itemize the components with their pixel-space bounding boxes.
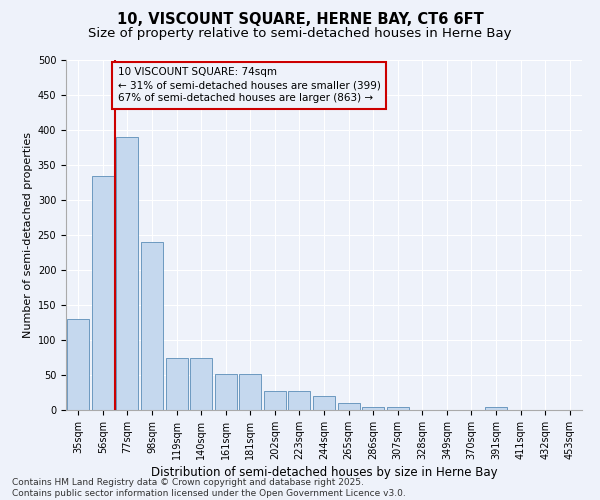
Bar	[485, 407, 507, 410]
Text: Contains HM Land Registry data © Crown copyright and database right 2025.
Contai: Contains HM Land Registry data © Crown c…	[12, 478, 406, 498]
X-axis label: Distribution of semi-detached houses by size in Herne Bay: Distribution of semi-detached houses by …	[151, 466, 497, 479]
Text: 10 VISCOUNT SQUARE: 74sqm
← 31% of semi-detached houses are smaller (399)
67% of: 10 VISCOUNT SQUARE: 74sqm ← 31% of semi-…	[118, 67, 380, 104]
Bar	[116, 137, 139, 410]
Bar	[215, 374, 237, 410]
Text: 10, VISCOUNT SQUARE, HERNE BAY, CT6 6FT: 10, VISCOUNT SQUARE, HERNE BAY, CT6 6FT	[116, 12, 484, 28]
Bar	[362, 406, 384, 410]
Bar	[239, 374, 262, 410]
Bar	[289, 391, 310, 410]
Bar	[166, 358, 188, 410]
Bar	[313, 396, 335, 410]
Bar	[141, 242, 163, 410]
Bar	[338, 403, 359, 410]
Y-axis label: Number of semi-detached properties: Number of semi-detached properties	[23, 132, 34, 338]
Bar	[67, 319, 89, 410]
Text: Size of property relative to semi-detached houses in Herne Bay: Size of property relative to semi-detach…	[88, 28, 512, 40]
Bar	[92, 176, 114, 410]
Bar	[190, 358, 212, 410]
Bar	[386, 406, 409, 410]
Bar	[264, 391, 286, 410]
